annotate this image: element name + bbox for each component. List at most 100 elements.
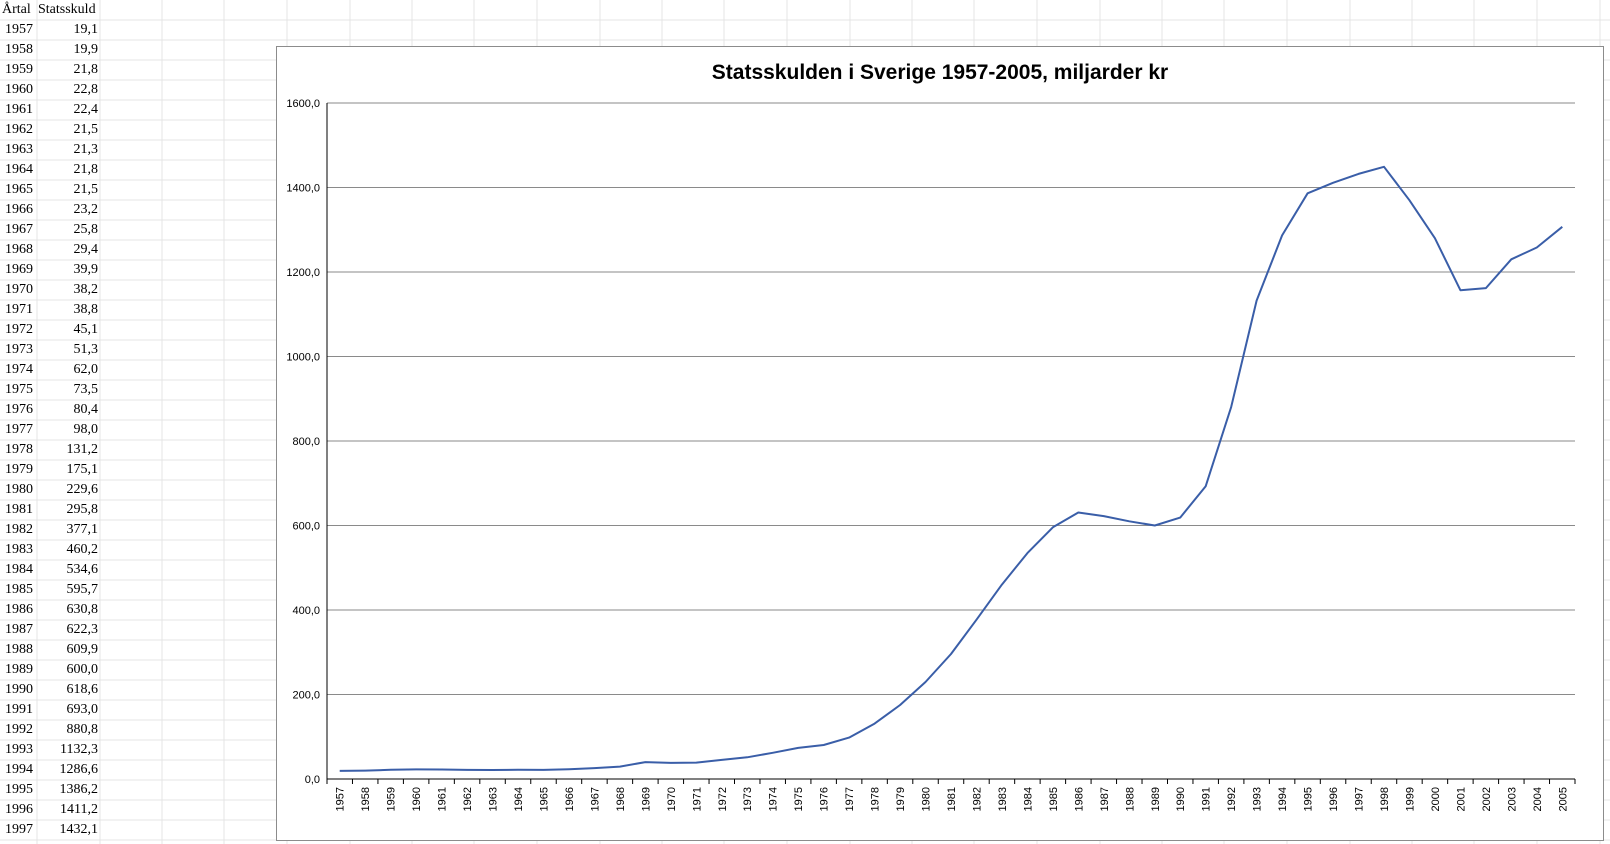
data-point[interactable] (567, 767, 571, 771)
year-cell[interactable]: 1997 (5, 822, 33, 837)
data-point[interactable] (1331, 181, 1335, 185)
data-point[interactable] (1306, 191, 1310, 195)
data-point[interactable] (669, 761, 673, 765)
data-point[interactable] (924, 680, 928, 684)
data-point[interactable] (1153, 524, 1157, 528)
value-cell[interactable]: 38,2 (73, 282, 99, 297)
data-point[interactable] (1229, 405, 1233, 409)
year-cell[interactable]: 1990 (5, 682, 33, 697)
year-cell[interactable]: 1968 (5, 242, 33, 257)
data-point[interactable] (1051, 525, 1055, 529)
data-point[interactable] (873, 722, 877, 726)
year-cell[interactable]: 1964 (5, 162, 33, 177)
data-point[interactable] (491, 768, 495, 772)
data-point[interactable] (414, 767, 418, 771)
value-cell[interactable]: 21,8 (73, 62, 99, 77)
year-cell[interactable]: 1958 (5, 42, 33, 57)
value-cell[interactable]: 22,4 (73, 102, 99, 117)
year-cell[interactable]: 1977 (5, 422, 33, 437)
data-point[interactable] (771, 751, 775, 755)
year-cell[interactable]: 1978 (5, 442, 33, 457)
data-point[interactable] (1025, 551, 1029, 555)
year-cell[interactable]: 1985 (5, 582, 33, 597)
year-cell[interactable]: 1972 (5, 322, 33, 337)
year-cell[interactable]: 1982 (5, 522, 33, 537)
value-cell[interactable]: 62,0 (73, 362, 99, 377)
data-point[interactable] (1076, 510, 1080, 514)
year-cell[interactable]: 1974 (5, 362, 33, 377)
value-cell[interactable]: 295,8 (66, 502, 99, 517)
year-cell[interactable]: 1960 (5, 82, 33, 97)
year-cell[interactable]: 1965 (5, 182, 33, 197)
series-line[interactable] (339, 165, 1563, 772)
value-cell[interactable]: 29,4 (73, 242, 99, 257)
data-point[interactable] (1560, 225, 1564, 229)
data-point[interactable] (1357, 172, 1361, 176)
value-cell[interactable]: 1411,2 (60, 802, 98, 817)
value-cell[interactable]: 618,6 (66, 682, 99, 697)
year-cell[interactable]: 1989 (5, 662, 33, 677)
year-cell[interactable]: 1981 (5, 502, 33, 517)
value-cell[interactable]: 23,2 (73, 202, 99, 217)
data-point[interactable] (1484, 286, 1488, 290)
value-cell[interactable]: 51,3 (73, 342, 99, 357)
data-point[interactable] (745, 755, 749, 759)
value-cell[interactable]: 229,6 (66, 482, 99, 497)
value-cell[interactable]: 21,5 (73, 122, 99, 137)
year-cell[interactable]: 1961 (5, 102, 33, 117)
value-column-header[interactable]: Statsskuld (38, 2, 96, 17)
year-cell[interactable]: 1971 (5, 302, 33, 317)
data-point[interactable] (440, 768, 444, 772)
data-point[interactable] (694, 761, 698, 765)
data-point[interactable] (389, 768, 393, 772)
value-cell[interactable]: 595,7 (66, 582, 99, 597)
value-cell[interactable]: 1286,6 (59, 762, 99, 777)
value-cell[interactable]: 25,8 (73, 222, 99, 237)
data-point[interactable] (1255, 299, 1259, 303)
year-cell[interactable]: 1963 (5, 142, 33, 157)
data-point[interactable] (618, 765, 622, 769)
data-point[interactable] (1280, 233, 1284, 237)
value-cell[interactable]: 80,4 (73, 402, 99, 417)
data-point[interactable] (541, 768, 545, 772)
year-cell[interactable]: 1969 (5, 262, 33, 277)
value-cell[interactable]: 1386,2 (59, 782, 99, 797)
year-cell[interactable]: 1962 (5, 122, 33, 137)
year-cell[interactable]: 1976 (5, 402, 33, 417)
year-cell[interactable]: 1986 (5, 602, 33, 617)
value-cell[interactable]: 38,8 (73, 302, 99, 317)
year-cell[interactable]: 1966 (5, 202, 33, 217)
value-cell[interactable]: 19,1 (73, 22, 99, 37)
data-point[interactable] (898, 703, 902, 707)
data-point[interactable] (822, 743, 826, 747)
value-cell[interactable]: 73,5 (73, 382, 99, 397)
data-point[interactable] (338, 769, 342, 773)
value-cell[interactable]: 622,3 (66, 622, 99, 637)
year-cell[interactable]: 1996 (5, 802, 33, 817)
data-point[interactable] (592, 766, 596, 770)
year-cell[interactable]: 1980 (5, 482, 33, 497)
data-point[interactable] (643, 760, 647, 764)
data-point[interactable] (1509, 257, 1513, 261)
data-point[interactable] (363, 769, 367, 773)
value-cell[interactable]: 693,0 (66, 702, 99, 717)
value-cell[interactable]: 600,0 (66, 662, 99, 677)
value-cell[interactable]: 609,9 (66, 642, 99, 657)
data-point[interactable] (516, 768, 520, 772)
year-cell[interactable]: 1992 (5, 722, 33, 737)
data-point[interactable] (847, 736, 851, 740)
data-point[interactable] (1204, 484, 1208, 488)
data-point[interactable] (1382, 165, 1386, 169)
value-cell[interactable]: 460,2 (66, 542, 99, 557)
data-point[interactable] (720, 758, 724, 762)
year-cell[interactable]: 1957 (5, 22, 33, 37)
year-cell[interactable]: 1979 (5, 462, 33, 477)
year-cell[interactable]: 1970 (5, 282, 33, 297)
value-cell[interactable]: 21,5 (73, 182, 99, 197)
value-cell[interactable]: 131,2 (66, 442, 99, 457)
year-column-header[interactable]: Årtal (2, 2, 31, 17)
value-cell[interactable]: 21,8 (73, 162, 99, 177)
year-cell[interactable]: 1959 (5, 62, 33, 77)
value-cell[interactable]: 22,8 (73, 82, 99, 97)
value-cell[interactable]: 534,6 (66, 562, 99, 577)
